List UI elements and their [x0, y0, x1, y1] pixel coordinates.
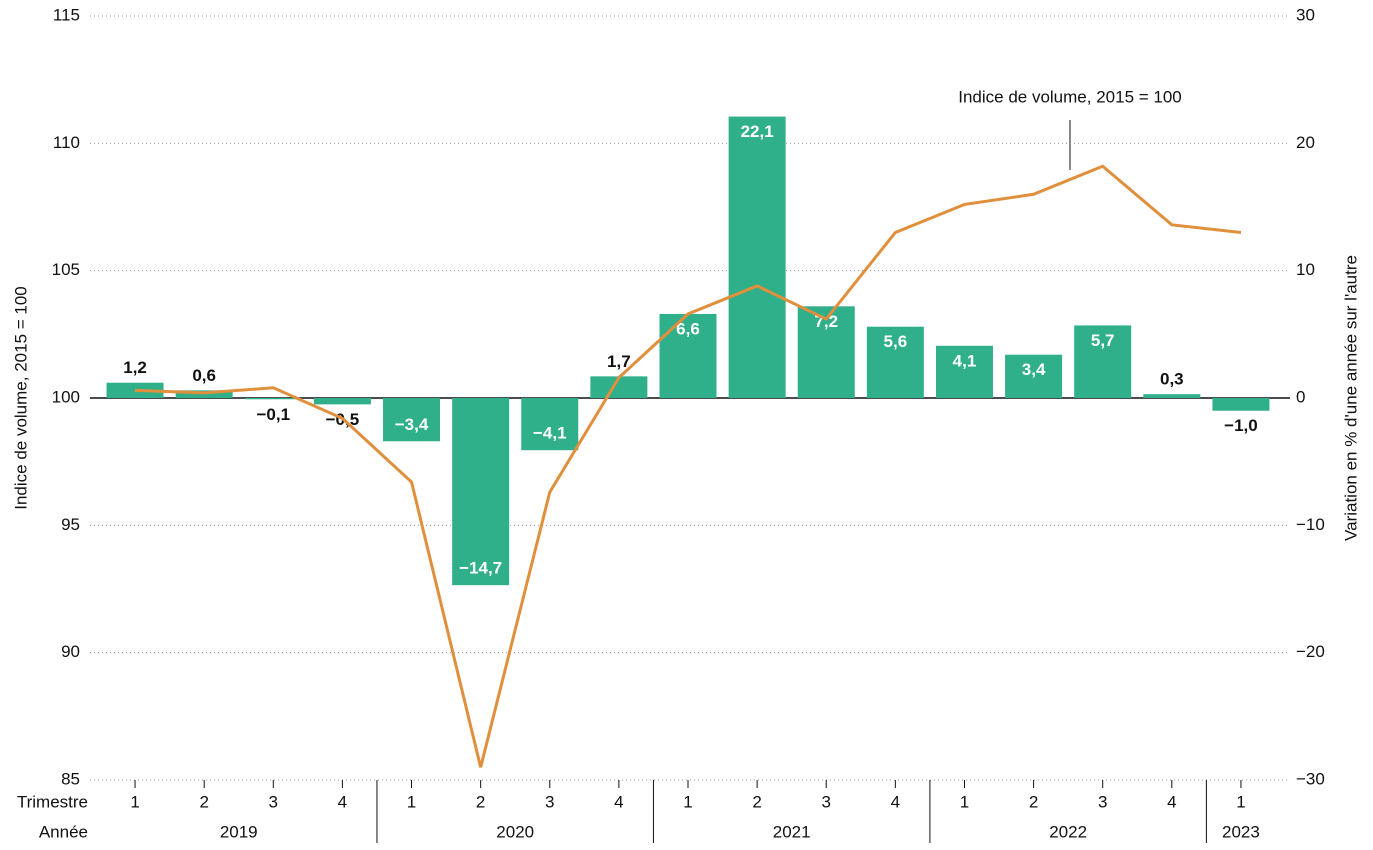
bar — [866, 326, 924, 398]
data-label: 4,1 — [953, 351, 977, 370]
data-label: 0,3 — [1160, 370, 1184, 389]
year-label: 2023 — [1222, 822, 1260, 841]
data-label: 5,7 — [1091, 331, 1115, 350]
x-tick-label: 2 — [199, 792, 208, 811]
x-tick-label: 1 — [130, 792, 139, 811]
bar — [590, 376, 648, 398]
bar — [797, 306, 855, 398]
bar — [1212, 398, 1270, 411]
line — [135, 164, 1242, 768]
y2-tick-label: −10 — [1296, 515, 1325, 534]
y-tick-label: 100 — [52, 387, 80, 406]
bar — [521, 398, 579, 451]
bar — [313, 398, 371, 405]
x-tick-label: 2 — [1029, 792, 1038, 811]
bar — [244, 398, 302, 400]
bar — [935, 345, 993, 398]
data-label: −3,4 — [395, 415, 429, 434]
data-label: 5,6 — [884, 332, 908, 351]
bar — [1074, 325, 1132, 398]
data-label: 1,7 — [607, 352, 631, 371]
x-tick-label: 3 — [822, 792, 831, 811]
bar — [659, 313, 717, 398]
y2-tick-label: 30 — [1296, 5, 1315, 24]
y-tick-label: 85 — [61, 769, 80, 788]
y2-axis-label: Variation en % d'une année sur l'autre — [1341, 255, 1360, 541]
data-label: 3,4 — [1022, 360, 1046, 379]
y2-tick-label: 0 — [1296, 387, 1305, 406]
x-row-label: Trimestre — [17, 792, 88, 811]
data-label: 1,2 — [123, 358, 147, 377]
data-label: 0,6 — [192, 366, 216, 385]
x-tick-label: 3 — [269, 792, 278, 811]
year-label: 2021 — [773, 822, 811, 841]
annotation: Indice de volume, 2015 = 100 — [958, 87, 1182, 106]
data-label: −14,7 — [459, 559, 502, 578]
data-label: −1,0 — [1224, 416, 1258, 435]
x-tick-label: 1 — [683, 792, 692, 811]
x-tick-label: 1 — [1236, 792, 1245, 811]
y2-tick-label: 10 — [1296, 260, 1315, 279]
x-tick-label: 2 — [752, 792, 761, 811]
bar — [728, 116, 786, 399]
x-tick-label: 4 — [614, 792, 623, 811]
data-label: 6,6 — [676, 319, 700, 338]
x-tick-label: 1 — [407, 792, 416, 811]
bar — [1143, 394, 1201, 398]
bar — [1005, 354, 1063, 398]
x-row-label: Année — [39, 822, 88, 841]
y-tick-label: 115 — [53, 5, 80, 24]
bar — [383, 398, 441, 442]
data-label: 22,1 — [741, 122, 774, 141]
year-label: 2020 — [496, 822, 534, 841]
x-tick-label: 2 — [476, 792, 485, 811]
x-tick-label: 3 — [545, 792, 554, 811]
data-label: −0,1 — [257, 405, 291, 424]
x-tick-label: 3 — [1098, 792, 1107, 811]
y-tick-label: 90 — [61, 642, 80, 661]
y2-tick-label: 20 — [1296, 133, 1315, 152]
y-tick-label: 105 — [52, 260, 80, 279]
data-label: −4,1 — [533, 424, 567, 443]
x-tick-label: 4 — [1167, 792, 1176, 811]
y-tick-label: 95 — [61, 515, 80, 534]
year-label: 2022 — [1049, 822, 1087, 841]
y-tick-label: 110 — [53, 133, 80, 152]
bar — [452, 398, 510, 586]
x-tick-label: 4 — [338, 792, 347, 811]
y2-tick-label: −20 — [1296, 642, 1325, 661]
y-axis-label: Indice de volume, 2015 = 100 — [11, 286, 30, 510]
y2-tick-label: −30 — [1296, 769, 1325, 788]
x-tick-label: 1 — [960, 792, 969, 811]
x-tick-label: 4 — [891, 792, 900, 811]
year-label: 2019 — [220, 822, 258, 841]
